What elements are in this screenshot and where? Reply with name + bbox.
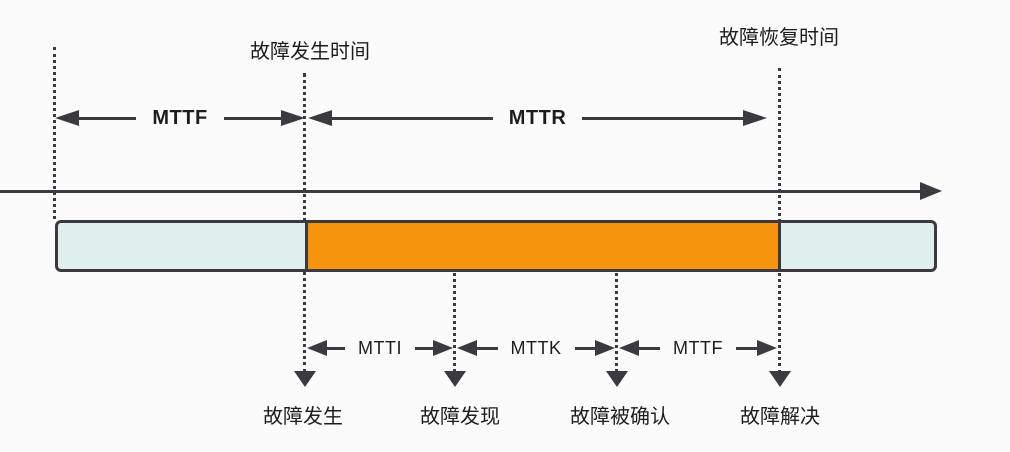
arrow-left-icon: [308, 110, 332, 126]
arrow-shaft: [736, 346, 758, 350]
arrow-right-icon: [757, 340, 778, 356]
bar-segment-failure-period: [305, 220, 781, 272]
arrow-right-icon: [595, 340, 615, 356]
time-axis-line: [0, 190, 926, 193]
arrow-down-icon: [444, 371, 466, 387]
arrow-right-icon: [743, 110, 768, 126]
failure-recover-time-label: 故障恢复时间: [719, 27, 839, 49]
arrow-left-icon: [457, 340, 477, 356]
failure-occur-time-label: 故障发生时间: [250, 41, 370, 63]
bar-segment-normal-after-recovery: [778, 220, 937, 272]
arrow-shaft: [79, 116, 137, 120]
arrow-left-icon: [619, 340, 639, 356]
mttr-span: MTTR: [308, 106, 768, 129]
arrow-down-icon: [606, 371, 628, 387]
bar-segment-normal-before-failure: [55, 220, 308, 272]
availability-bar: [55, 220, 937, 272]
time-axis-arrowhead-icon: [920, 182, 942, 200]
mttr-span-label: MTTR: [508, 106, 567, 129]
observation-start-dotted-line: [53, 47, 56, 219]
arrow-shaft: [477, 346, 498, 350]
mttf-span: MTTF: [55, 106, 305, 129]
mttk-span: MTTK: [457, 337, 615, 358]
failure-found-dotted-line: [453, 273, 456, 372]
mttf-span-label: MTTF: [152, 106, 208, 129]
arrow-right-icon: [433, 340, 453, 356]
mtti-span: MTTI: [307, 337, 453, 358]
arrow-down-icon: [294, 371, 316, 387]
arrow-shaft: [332, 116, 493, 120]
event-label-failure-occur: 故障发生: [263, 406, 343, 428]
arrow-right-icon: [281, 110, 305, 126]
arrow-down-icon: [769, 371, 791, 387]
arrow-shaft: [327, 346, 345, 350]
failure-confirmed-dotted-line: [615, 273, 618, 372]
mttf-bottom-span: MTTF: [619, 337, 778, 358]
arrow-shaft: [415, 346, 433, 350]
arrow-left-icon: [55, 110, 79, 126]
mttk-span-label: MTTK: [510, 337, 562, 358]
arrow-shaft: [574, 346, 595, 350]
arrow-shaft: [223, 116, 281, 120]
mtti-span-label: MTTI: [358, 337, 402, 358]
arrow-left-icon: [307, 340, 327, 356]
event-label-failure-resolved: 故障解决: [740, 406, 820, 428]
event-label-failure-found: 故障发现: [420, 406, 500, 428]
arrow-shaft: [582, 116, 744, 120]
mttf-bottom-span-label: MTTF: [673, 337, 723, 358]
arrow-shaft: [639, 346, 661, 350]
event-label-failure-confirmed: 故障被确认: [570, 406, 670, 428]
